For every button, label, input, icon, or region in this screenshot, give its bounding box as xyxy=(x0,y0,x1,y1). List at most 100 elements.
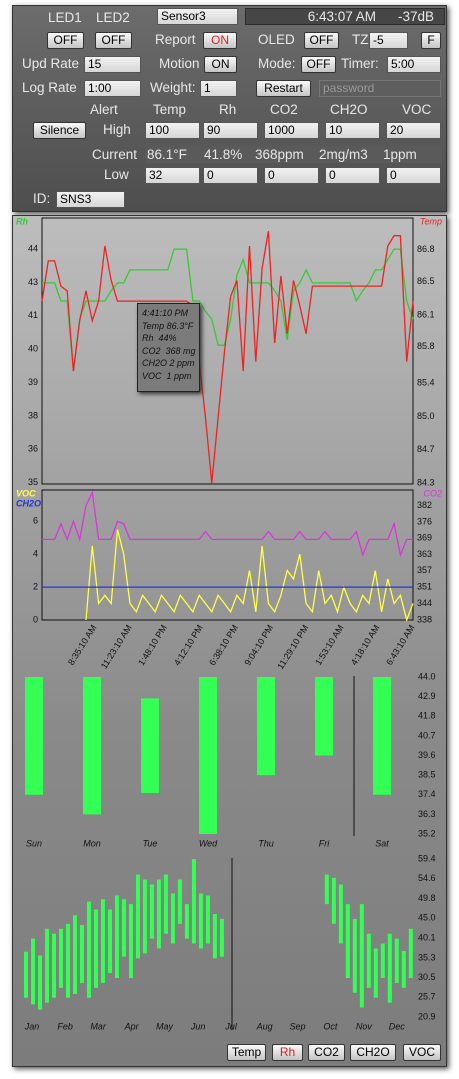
x-tick-label: Sep xyxy=(289,1021,305,1031)
x-tick-label: Sun xyxy=(26,838,42,848)
label: CH2O xyxy=(330,102,368,117)
button[interactable]: OFF xyxy=(95,32,132,49)
x-tick-label: Oct xyxy=(323,1021,338,1031)
input-field[interactable]: 1:00 xyxy=(84,80,141,97)
button[interactable]: Silence xyxy=(33,122,86,139)
range-bar xyxy=(58,928,63,988)
label: Low xyxy=(104,167,129,182)
range-bar xyxy=(373,677,391,795)
input-field[interactable]: 1 xyxy=(200,80,237,97)
input-field[interactable]: 0 xyxy=(264,167,319,184)
range-bar xyxy=(366,933,371,988)
button[interactable]: Rh xyxy=(272,1044,303,1061)
label: Current xyxy=(92,147,138,162)
input-field[interactable]: 0 xyxy=(386,167,441,184)
x-tick-label: Fri xyxy=(319,838,330,848)
range-bar xyxy=(114,895,119,979)
range-bar xyxy=(107,909,112,974)
button[interactable]: ON xyxy=(204,56,237,73)
input-field[interactable]: 1000 xyxy=(264,122,319,139)
button[interactable]: Restart xyxy=(256,80,311,97)
x-tick-label: 1:53:10 AM xyxy=(313,623,346,667)
input-field[interactable]: 90 xyxy=(203,122,258,139)
label: LED2 xyxy=(96,10,130,25)
plot-area xyxy=(41,217,414,485)
input-field[interactable]: 15 xyxy=(84,56,141,73)
input-field[interactable]: 5:00 xyxy=(387,56,441,73)
input-field[interactable]: SNS3 xyxy=(56,191,125,208)
range-bar xyxy=(163,874,168,934)
y-tick-label: 40.7 xyxy=(418,730,436,740)
series-line xyxy=(85,529,414,623)
x-tick-label: Aug xyxy=(256,1021,273,1031)
range-bar xyxy=(25,677,43,795)
range-bar xyxy=(93,909,98,988)
y2-tick-label: 363 xyxy=(417,549,432,559)
y-tick-label: 25.7 xyxy=(418,992,436,1002)
label: Alert xyxy=(90,102,118,117)
range-bar xyxy=(121,899,126,957)
x-tick-label: 11:23:10 AM xyxy=(99,623,134,671)
label: 41.8% xyxy=(204,147,243,162)
y-tick-label: 4 xyxy=(33,549,38,559)
input-field[interactable]: 10 xyxy=(325,122,380,139)
y-tick-label: 59.4 xyxy=(418,853,436,863)
button[interactable]: OFF xyxy=(301,56,336,73)
range-bar xyxy=(315,677,333,756)
x-tick-label: 11:29:10 PM xyxy=(275,623,310,671)
y-tick-label: 42.9 xyxy=(418,691,436,701)
input-field[interactable]: -5 xyxy=(369,32,408,49)
tooltip-line: VOC 1 ppm xyxy=(142,370,192,381)
label: Weight: xyxy=(150,80,196,95)
y-tick-label: 38 xyxy=(28,410,38,420)
y-tick-label: 40.1 xyxy=(418,933,436,943)
range-bar xyxy=(212,913,217,959)
y2-tick-label: 86.8 xyxy=(417,244,435,254)
y2-tick-label: 84.7 xyxy=(417,444,435,454)
x-tick-label: Mar xyxy=(90,1021,107,1031)
range-bar xyxy=(177,879,182,924)
range-bar xyxy=(24,951,29,998)
input-field[interactable]: 100 xyxy=(145,122,200,139)
range-bar xyxy=(52,933,57,998)
y-tick-label: 6 xyxy=(33,516,38,526)
x-tick-label: Mon xyxy=(83,838,101,848)
button[interactable]: OFF xyxy=(304,32,339,49)
range-bar xyxy=(257,677,275,776)
label: Upd Rate xyxy=(22,56,80,71)
y2-tick-label: 84.3 xyxy=(417,477,435,487)
button[interactable]: CH2O xyxy=(350,1044,396,1061)
input-field[interactable]: 0 xyxy=(203,167,258,184)
x-tick-label: Sat xyxy=(375,838,389,848)
y-tick-label: 44.0 xyxy=(418,671,436,681)
range-bar xyxy=(324,874,329,905)
y-tick-label: 30.5 xyxy=(418,972,436,982)
label: 2mg/m3 xyxy=(319,147,368,162)
range-bar xyxy=(338,884,343,944)
range-bar xyxy=(359,904,364,1008)
button[interactable]: VOC xyxy=(403,1044,441,1061)
input-field[interactable]: password xyxy=(319,80,441,97)
range-bar xyxy=(149,884,154,939)
label: High xyxy=(103,122,131,137)
label: Log Rate xyxy=(22,80,77,95)
y-tick-label: 41 xyxy=(28,310,38,320)
label: Report xyxy=(155,32,196,47)
button[interactable]: F xyxy=(421,32,441,49)
button[interactable]: ON xyxy=(203,32,237,49)
label: CO2 xyxy=(270,102,298,117)
input-field[interactable]: 20 xyxy=(386,122,441,139)
input-field[interactable]: 0 xyxy=(325,167,380,184)
x-tick-label: 4:18:10 AM xyxy=(349,623,382,667)
input-field[interactable]: 32 xyxy=(145,167,200,184)
tooltip-line: Rh 44% xyxy=(142,333,177,344)
y-tick-label: 49.8 xyxy=(418,893,436,903)
range-bar xyxy=(79,925,84,983)
button[interactable]: CO2 xyxy=(308,1044,345,1061)
y2-tick-label: 85.0 xyxy=(417,411,435,421)
y-tick-label: 2 xyxy=(33,581,38,591)
button[interactable]: OFF xyxy=(47,32,84,49)
button[interactable]: Temp xyxy=(227,1044,266,1061)
input-field[interactable]: Sensor3 xyxy=(157,8,238,25)
